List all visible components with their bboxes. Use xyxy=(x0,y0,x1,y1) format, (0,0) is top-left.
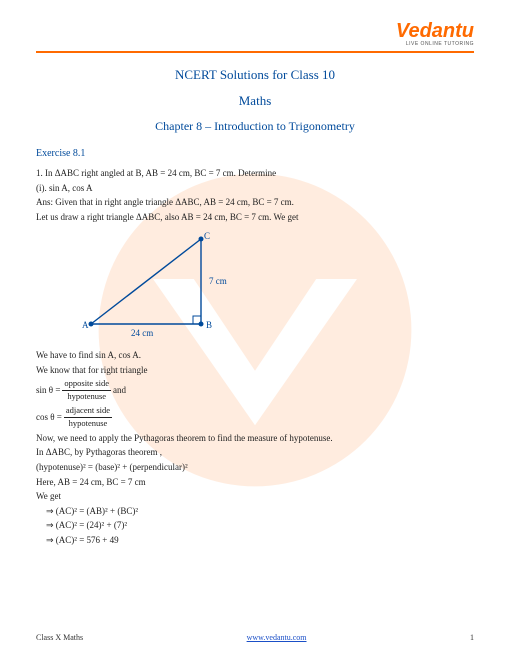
explain-weget: We get xyxy=(36,490,474,503)
footer-page-number: 1 xyxy=(470,633,474,642)
cos-formula: cos θ = adjacent side hypotenuse xyxy=(36,405,474,430)
footer-left: Class X Maths xyxy=(36,633,83,642)
vertex-b: B xyxy=(206,320,212,330)
explain-in-abc: In ΔABC, by Pythagoras theorem , xyxy=(36,446,474,459)
side-ab-label: 24 cm xyxy=(131,328,153,338)
cos-denominator: hypotenuse xyxy=(64,418,112,430)
sin-denominator: hypotenuse xyxy=(62,391,111,403)
answer-line-2: Let us draw a right triangle ΔABC, also … xyxy=(36,211,474,224)
cos-numerator: adjacent side xyxy=(64,405,112,418)
question-setup: 1. In ΔABC right angled at B, AB = 24 cm… xyxy=(36,167,474,180)
exercise-label: Exercise 8.1 xyxy=(36,148,474,159)
sin-label: sin θ = xyxy=(36,384,60,397)
answer-line-1: Ans: Given that in right angle triangle … xyxy=(36,196,474,209)
content-body: 1. In ΔABC right angled at B, AB = 24 cm… xyxy=(36,167,474,546)
vertex-c: C xyxy=(204,231,210,241)
title-line-3: Chapter 8 – Introduction to Trigonometry xyxy=(36,119,474,134)
and-text: and xyxy=(113,384,126,397)
equation-2: ⇒ (AC)² = (24)² + (7)² xyxy=(46,519,474,532)
cos-label: cos θ = xyxy=(36,411,62,424)
triangle-figure: A B C 24 cm 7 cm xyxy=(76,229,474,343)
brand-logo: Vedantu LIVE ONLINE TUTORING xyxy=(36,20,474,47)
header-rule xyxy=(36,51,474,53)
equation-1: ⇒ (AC)² = (AB)² + (BC)² xyxy=(46,505,474,518)
footer-link[interactable]: www.vedantu.com xyxy=(247,633,307,642)
question-part: (i). sin A, cos A xyxy=(36,182,474,195)
page-footer: Class X Maths www.vedantu.com 1 xyxy=(36,633,474,642)
explain-here: Here, AB = 24 cm, BC = 7 cm xyxy=(36,476,474,489)
vertex-a: A xyxy=(82,320,89,330)
explain-hyp-formula: (hypotenuse)² = (base)² + (perpendicular… xyxy=(36,461,474,474)
title-line-2: Maths xyxy=(36,93,474,109)
brand-name: Vedantu xyxy=(36,20,474,43)
explain-know: We know that for right triangle xyxy=(36,364,474,377)
sin-numerator: opposite side xyxy=(62,378,111,391)
equation-3: ⇒ (AC)² = 576 + 49 xyxy=(46,534,474,547)
side-bc-label: 7 cm xyxy=(209,276,227,286)
explain-pythagoras: Now, we need to apply the Pythagoras the… xyxy=(36,432,474,445)
brand-tagline: LIVE ONLINE TUTORING xyxy=(36,41,474,47)
explain-find: We have to find sin A, cos A. xyxy=(36,349,474,362)
sin-formula: sin θ = opposite side hypotenuse and xyxy=(36,378,474,403)
title-line-1: NCERT Solutions for Class 10 xyxy=(36,67,474,83)
title-block: NCERT Solutions for Class 10 Maths Chapt… xyxy=(36,67,474,134)
